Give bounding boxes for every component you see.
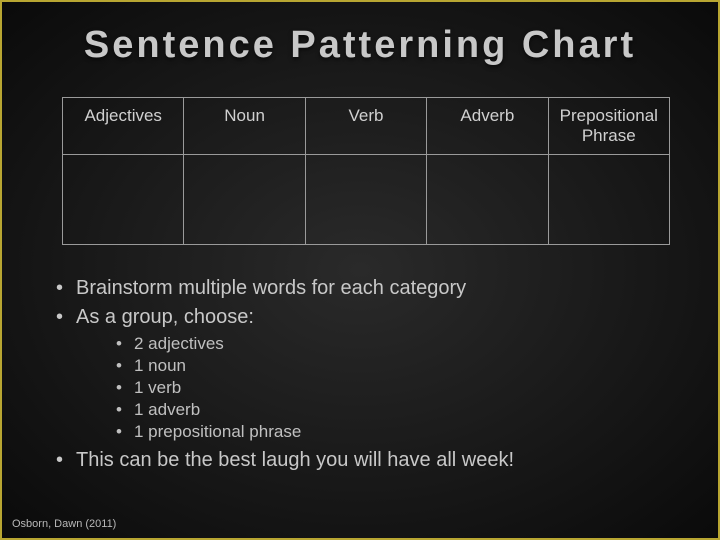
col-verb: Verb [305,98,426,155]
patterning-table: Adjectives Noun Verb Adverb Prepositiona… [62,97,670,245]
col-noun: Noun [184,98,305,155]
cell [305,155,426,245]
col-adjectives: Adjectives [63,98,184,155]
sub-bullet-list: 2 adjectives 1 noun 1 verb 1 adverb 1 pr… [116,333,718,443]
table-row [63,155,670,245]
citation: Osborn, Dawn (2011) [12,518,116,530]
sub-bullet-item: 2 adjectives [116,333,718,355]
bullet-text: This can be the best laugh you will have… [76,449,514,471]
slide-frame: Sentence Patterning Chart Adjectives Nou… [0,0,720,540]
col-adverb: Adverb [427,98,548,155]
col-prepositional: Prepositional Phrase [548,98,669,155]
page-title: Sentence Patterning Chart [2,2,718,97]
bullet-item: Brainstorm multiple words for each categ… [56,275,718,302]
bullet-item: As a group, choose: 2 adjectives 1 noun … [56,304,718,443]
cell [548,155,669,245]
cell [184,155,305,245]
sub-bullet-item: 1 verb [116,377,718,399]
table-header-row: Adjectives Noun Verb Adverb Prepositiona… [63,98,670,155]
sub-bullet-item: 1 prepositional phrase [116,421,718,443]
bullet-text: Brainstorm multiple words for each categ… [76,277,466,299]
cell [63,155,184,245]
bullet-list: Brainstorm multiple words for each categ… [56,275,718,474]
bullet-text: As a group, choose: [76,306,254,328]
bullet-item: This can be the best laugh you will have… [56,447,718,474]
table: Adjectives Noun Verb Adverb Prepositiona… [62,97,670,245]
sub-bullet-item: 1 adverb [116,399,718,421]
sub-bullet-item: 1 noun [116,355,718,377]
cell [427,155,548,245]
